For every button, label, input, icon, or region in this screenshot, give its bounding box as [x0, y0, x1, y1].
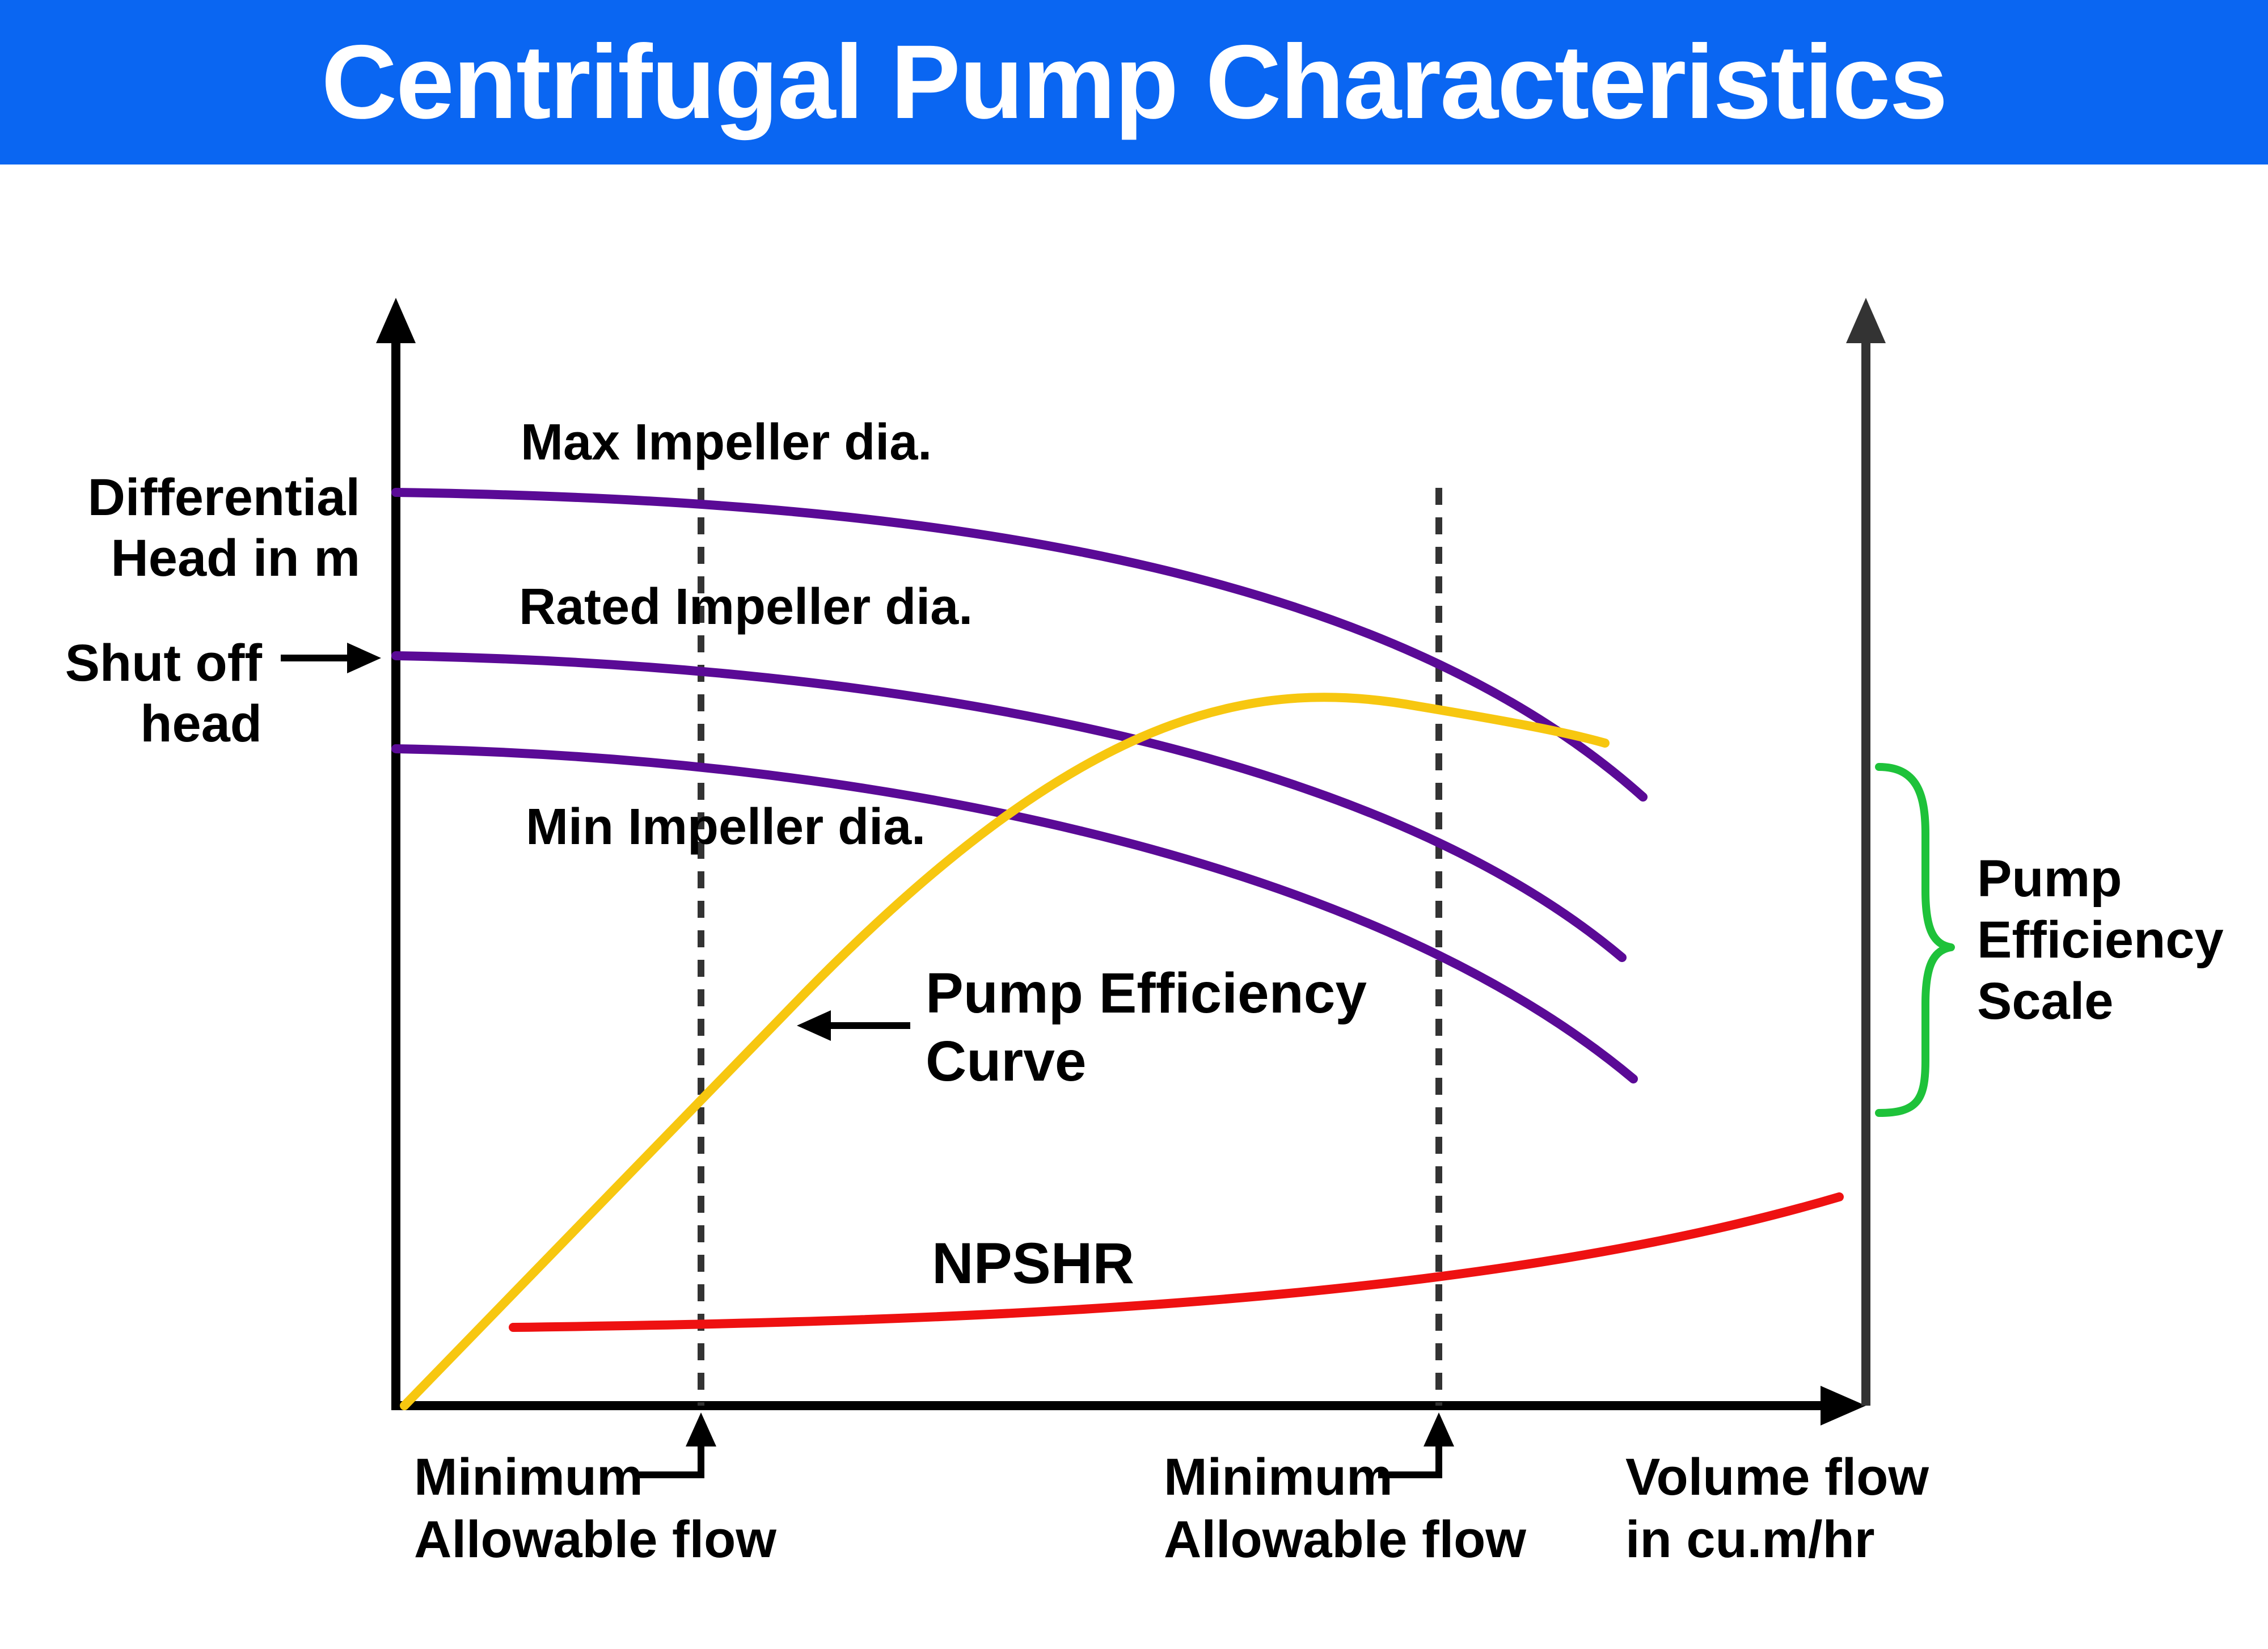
min-flow-right-arrow — [1378, 1441, 1442, 1478]
x-axis-arrowhead — [1821, 1386, 1866, 1426]
min-flow-right-label-line2: Allowable flow — [1164, 1511, 1526, 1568]
efficiency-scale-bracket — [1875, 763, 1955, 1117]
shutoff-arrow-head — [347, 643, 381, 673]
rated-impeller-label: Rated Impeller dia. — [519, 579, 973, 635]
efficiency-scale-label-line2: Efficiency — [1977, 911, 2224, 969]
min-flow-left-label-line2: Allowable flow — [414, 1511, 776, 1568]
x-axis-label-line1: Volume flow — [1625, 1448, 1929, 1506]
min-flow-right-label-line1: Minimum — [1164, 1448, 1393, 1506]
y-axis-label-line2: Head in m — [111, 529, 360, 587]
y-axis-label-line1: Differential — [87, 469, 360, 526]
efficiency-curve-label-line2: Curve — [926, 1030, 1086, 1093]
efficiency-curve-label-line1: Pump Efficiency — [926, 961, 1367, 1025]
npshr-curve — [509, 1192, 1844, 1332]
pump-efficiency-curve — [400, 693, 1610, 1410]
npshr-label: NPSHR — [932, 1231, 1134, 1296]
efficiency-axis-arrowhead — [1846, 298, 1886, 343]
efficiency-scale-label-line1: Pump — [1977, 850, 2122, 908]
min-flow-left-arrow — [638, 1441, 704, 1478]
page-title: Centrifugal Pump Characteristics — [321, 24, 1948, 141]
efficiency-curve-pointer-head — [797, 1010, 831, 1041]
shutoff-head-label-line2: head — [140, 695, 262, 753]
rated-impeller-curve — [391, 651, 1627, 962]
title-banner: Centrifugal Pump Characteristics — [0, 0, 2268, 165]
min-flow-left-arrow-head — [686, 1412, 716, 1446]
x-axis-label-line2: in cu.m/hr — [1625, 1511, 1875, 1568]
min-impeller-label: Min Impeller dia. — [526, 799, 926, 855]
efficiency-scale-label-line3: Scale — [1977, 972, 2113, 1030]
min-flow-right-arrow-head — [1424, 1412, 1454, 1446]
min-impeller-curve — [391, 744, 1638, 1083]
max-impeller-label: Max Impeller dia. — [521, 414, 932, 471]
shutoff-head-label-line1: Shut off — [65, 634, 263, 692]
y-axis-arrowhead — [376, 298, 416, 343]
min-flow-left-label-line1: Minimum — [414, 1448, 643, 1506]
max-impeller-curve — [391, 488, 1648, 802]
